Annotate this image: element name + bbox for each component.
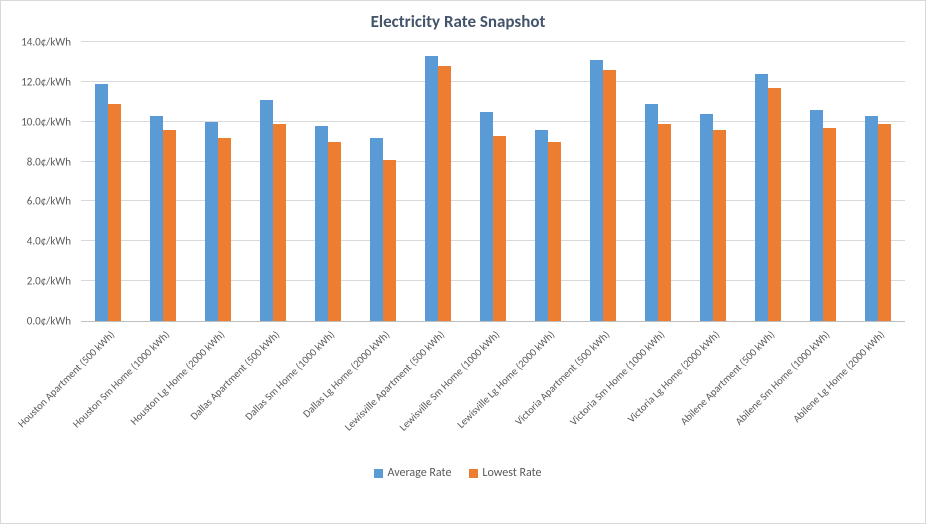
chart-container: Electricity Rate Snapshot 0.0¢/kWh2.0¢/k… (0, 0, 926, 524)
y-tick-label: 10.0¢/kWh (21, 115, 71, 128)
legend-swatch-lowest (469, 469, 478, 478)
y-tick-label: 8.0¢/kWh (27, 155, 71, 168)
bar-group (81, 42, 136, 321)
bar (108, 104, 121, 321)
bars-area (81, 42, 905, 321)
bar (865, 116, 878, 321)
bar-group (301, 42, 356, 321)
y-tick-label: 12.0¢/kWh (21, 75, 71, 88)
bar-group (685, 42, 740, 321)
bar (713, 130, 726, 321)
bar-group (521, 42, 576, 321)
bar-group (356, 42, 411, 321)
bar-group (466, 42, 521, 321)
y-tick-label: 4.0¢/kWh (27, 235, 71, 248)
bar (370, 138, 383, 321)
bar (150, 116, 163, 321)
bar (383, 160, 396, 321)
bar (218, 138, 231, 321)
bar-group (246, 42, 301, 321)
bar (260, 100, 273, 321)
bar (273, 124, 286, 321)
legend-swatch-average (374, 469, 383, 478)
y-tick-label: 0.0¢/kWh (27, 315, 71, 328)
bar (535, 130, 548, 321)
bar (493, 136, 506, 321)
bar (95, 84, 108, 321)
bar (163, 130, 176, 321)
bar-group (795, 42, 850, 321)
bar (878, 124, 891, 321)
bar (315, 126, 328, 321)
y-tick-label: 14.0¢/kWh (21, 36, 71, 49)
legend-label-average: Average Rate (387, 466, 451, 480)
bar-group (191, 42, 246, 321)
plot-area: 0.0¢/kWh2.0¢/kWh4.0¢/kWh6.0¢/kWh8.0¢/kWh… (81, 42, 905, 322)
bar (768, 88, 781, 321)
bar (590, 60, 603, 321)
bar (205, 122, 218, 321)
bar-group (411, 42, 466, 321)
bar (810, 110, 823, 321)
bar (328, 142, 341, 321)
bar (548, 142, 561, 321)
bar (425, 56, 438, 321)
bar (603, 70, 616, 321)
bar-group (740, 42, 795, 321)
x-axis-labels: Houston Apartment (500 kWh)Houston Sm Ho… (81, 322, 905, 462)
bar (480, 112, 493, 321)
legend-item-lowest: Lowest Rate (469, 466, 541, 480)
bar (755, 74, 768, 321)
x-tick-label: Houston Apartment (500 kWh) (15, 328, 117, 430)
bar-group (575, 42, 630, 321)
y-tick-label: 6.0¢/kWh (27, 195, 71, 208)
bar (823, 128, 836, 321)
bar-group (630, 42, 685, 321)
y-axis: 0.0¢/kWh2.0¢/kWh4.0¢/kWh6.0¢/kWh8.0¢/kWh… (11, 42, 76, 321)
legend: Average Rate Lowest Rate (11, 466, 905, 480)
bar (658, 124, 671, 321)
bar (700, 114, 713, 321)
bar (438, 66, 451, 321)
legend-item-average: Average Rate (374, 466, 451, 480)
bar-group (850, 42, 905, 321)
chart-title: Electricity Rate Snapshot (11, 11, 905, 32)
legend-label-lowest: Lowest Rate (482, 466, 541, 480)
bar-group (136, 42, 191, 321)
x-label-slot: Abilene Lg Home (2000 kWh) (850, 322, 905, 462)
bar (645, 104, 658, 321)
y-tick-label: 2.0¢/kWh (27, 275, 71, 288)
